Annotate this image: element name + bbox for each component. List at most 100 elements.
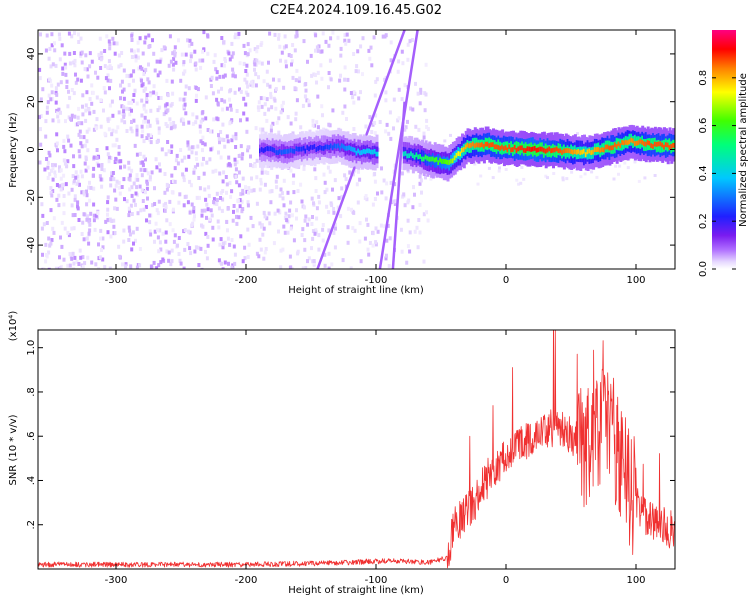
noise-cell [66, 159, 70, 164]
noise-cell [88, 97, 92, 101]
noise-cell [384, 33, 388, 38]
noise-cell [304, 82, 308, 86]
noise-cell [188, 179, 192, 184]
noise-cell [253, 62, 257, 67]
noise-cell [393, 202, 397, 206]
noise-cell [194, 98, 198, 103]
noise-cell [449, 133, 452, 137]
noise-cell [405, 260, 409, 265]
noise-cell [162, 112, 166, 117]
noise-cell [229, 88, 233, 93]
noise-cell [653, 174, 657, 177]
noise-cell [189, 52, 193, 57]
ridge-cell [546, 147, 550, 153]
noise-cell [77, 262, 81, 266]
noise-cell [246, 42, 250, 47]
noise-cell [515, 178, 519, 182]
noise-cell [184, 84, 188, 89]
noise-cell [65, 164, 69, 169]
noise-cell [167, 250, 171, 255]
snr-panel: -300 -200 -100 0 100.2.4.6.81.0 Height of st… [8, 311, 676, 596]
noise-cell [84, 108, 88, 113]
noise-cell [408, 230, 412, 235]
noise-cell [99, 66, 103, 70]
noise-cell [62, 211, 66, 216]
noise-cell [58, 36, 62, 41]
noise-cell [203, 142, 207, 147]
noise-cell [144, 109, 148, 114]
noise-cell [79, 141, 83, 146]
noise-cell [340, 186, 344, 191]
noise-cell [426, 127, 430, 131]
noise-cell [316, 125, 320, 130]
noise-cell [253, 163, 257, 168]
noise-cell [142, 106, 146, 111]
ridge-cell [501, 144, 505, 150]
noise-cell [262, 226, 266, 231]
noise-cell [49, 241, 53, 246]
noise-cell [170, 259, 174, 264]
ridge-cell [264, 147, 268, 152]
noise-cell [85, 217, 89, 222]
noise-cell [181, 118, 185, 123]
noise-cell [39, 97, 43, 102]
noise-cell [144, 205, 148, 209]
noise-cell [216, 219, 220, 224]
noise-cell [239, 234, 243, 239]
noise-cell [130, 247, 134, 252]
spectrogram-ylabel: Frequency (Hz) [8, 112, 19, 188]
ridge-cell [521, 145, 525, 151]
ridge-cell [497, 145, 501, 150]
chart-title: C2E4.2024.109.16.45.G02 [270, 3, 442, 18]
noise-cell [429, 177, 433, 181]
noise-cell [284, 44, 288, 49]
noise-cell [182, 121, 186, 126]
noise-cell [368, 56, 372, 61]
noise-cell [255, 201, 259, 206]
ridge-cell [260, 147, 264, 152]
noise-cell [189, 251, 193, 256]
noise-cell [201, 135, 205, 140]
noise-cell [140, 98, 144, 103]
noise-cell [100, 248, 103, 252]
noise-cell [321, 113, 324, 118]
noise-cell [302, 166, 306, 171]
noise-cell [84, 118, 88, 123]
noise-cell [147, 62, 150, 67]
spectral-streak [378, 30, 419, 269]
noise-cell [339, 73, 342, 78]
noise-cell [60, 43, 64, 48]
noise-cell [277, 116, 281, 121]
ridge-cell [508, 144, 512, 150]
noise-cell [321, 223, 325, 227]
noise-cell [57, 203, 61, 208]
noise-cell [422, 212, 426, 217]
noise-cell [157, 199, 161, 204]
noise-cell [172, 120, 176, 125]
noise-cell [197, 176, 201, 180]
noise-cell [133, 88, 137, 93]
noise-cell [317, 200, 321, 205]
ridge-cell [353, 147, 357, 153]
noise-cell [268, 84, 272, 89]
noise-cell [192, 209, 196, 214]
noise-cell [165, 78, 169, 83]
noise-cell [107, 159, 111, 164]
noise-cell [314, 48, 317, 53]
noise-cell [70, 113, 74, 118]
noise-cell [62, 158, 66, 163]
noise-cell [231, 134, 235, 139]
noise-cell [376, 191, 379, 196]
noise-cell [351, 172, 355, 177]
ridge-cell [644, 141, 648, 147]
noise-cell [55, 141, 59, 146]
noise-cell [152, 260, 156, 265]
noise-cell [208, 129, 212, 134]
noise-cell [273, 32, 277, 37]
ridge-cell [604, 144, 608, 150]
noise-cell [139, 208, 143, 213]
noise-cell [198, 58, 202, 63]
noise-cell [321, 238, 325, 243]
noise-cell [259, 247, 263, 252]
ridge-cell [375, 151, 379, 157]
